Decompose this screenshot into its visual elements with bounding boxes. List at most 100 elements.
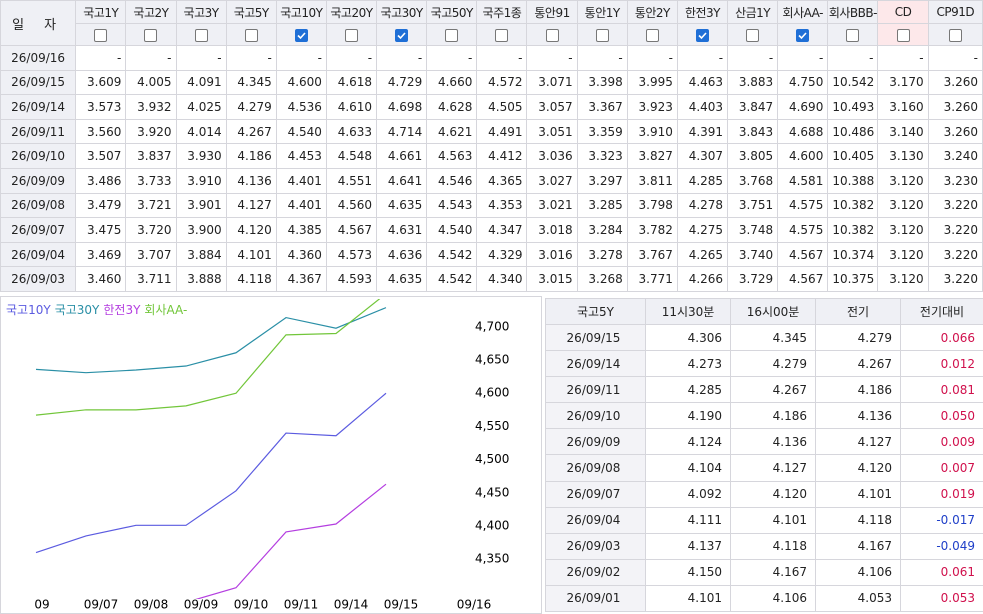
checkbox[interactable] [595, 28, 609, 42]
value-cell: 4.573 [325, 241, 378, 268]
value-cell: 3.120 [877, 192, 929, 219]
checkbox[interactable] [294, 28, 308, 42]
checkbox[interactable] [545, 28, 559, 42]
column-header: 통안2Y [626, 0, 678, 24]
value-cell: 3.036 [526, 143, 578, 169]
value-cell: 4.345 [225, 69, 277, 96]
value-cell: 4.401 [275, 167, 327, 194]
value-cell: 4.091 [175, 69, 227, 96]
data-row: 26/09/15 3.609 4.005 4.091 4.345 4.600 4.618 4.… [0, 69, 983, 96]
x-tick-label: 09/07 [84, 598, 119, 612]
series-line [195, 483, 387, 599]
value-cell: 4.567 [325, 217, 378, 243]
checkbox[interactable] [796, 28, 810, 42]
data-row: 26/09/10 4.190 4.186 4.136 0.050 [545, 402, 983, 430]
y-tick-label: 4,350 [475, 552, 509, 566]
value-cell: 3.748 [727, 217, 779, 243]
data-row: 26/09/09 4.124 4.136 4.127 0.009 [545, 428, 983, 456]
date-cell: 26/09/01 [545, 584, 646, 613]
value-cell: 3.782 [626, 217, 678, 243]
value-cell: 3.901 [175, 192, 227, 219]
value-cell: - [75, 45, 127, 71]
value-cell: 4.600 [777, 143, 829, 169]
value-cell: 3.729 [727, 266, 779, 292]
value-cell: 4.540 [426, 217, 478, 243]
checkbox[interactable] [948, 28, 962, 42]
value-cell: 4.635 [376, 192, 428, 219]
value-cell: 4.275 [676, 217, 729, 243]
value-cell: - [877, 45, 929, 71]
x-tick-label: 09/16 [457, 598, 492, 612]
checkbox[interactable] [746, 28, 760, 42]
value-cell: 4.118 [730, 532, 816, 560]
value-cell: 4.118 [815, 506, 901, 534]
date-cell: 26/09/09 [0, 167, 77, 194]
value-cell: 4.635 [376, 266, 428, 292]
value-cell: 4.575 [777, 217, 829, 243]
data-row: 26/09/14 3.573 3.932 4.025 4.279 4.536 4.610 4.… [0, 94, 983, 120]
value-cell: 3.398 [576, 69, 628, 96]
value-cell: 0.061 [900, 558, 983, 586]
value-cell: 4.014 [175, 118, 227, 145]
value-cell: - [576, 45, 628, 71]
value-cell: 4.092 [645, 480, 731, 508]
x-tick-label: 09 [34, 598, 49, 612]
column-header: 11시30분 [645, 298, 731, 325]
checkbox[interactable] [395, 28, 409, 42]
y-tick-label: 4,400 [475, 518, 509, 532]
value-cell: 3.573 [75, 94, 127, 120]
column-header: 국고2Y [125, 0, 177, 24]
x-tick-label: 09/15 [384, 598, 419, 612]
checkbox[interactable] [896, 28, 910, 42]
value-cell: 0.050 [900, 402, 983, 430]
value-cell: 3.120 [877, 266, 929, 292]
checkbox-cell [325, 23, 378, 46]
value-cell: 0.012 [900, 350, 983, 378]
checkbox[interactable] [695, 28, 709, 42]
y-tick-label: 4,500 [475, 452, 509, 466]
value-cell: - [626, 45, 678, 71]
value-cell: 4.267 [815, 350, 901, 378]
value-cell: 3.720 [125, 217, 177, 243]
value-cell: 4.360 [275, 241, 327, 268]
value-cell: 4.025 [175, 94, 227, 120]
value-cell: 0.009 [900, 428, 983, 456]
value-cell: 4.463 [676, 69, 729, 96]
value-cell: - [526, 45, 578, 71]
value-cell: 4.636 [376, 241, 428, 268]
checkbox[interactable] [344, 28, 358, 42]
date-cell: 26/09/08 [545, 454, 646, 482]
y-tick-label: 4,650 [475, 353, 509, 367]
column-header: CP91D [927, 0, 983, 24]
checkbox-cell [75, 23, 127, 46]
date-cell: 26/09/03 [0, 266, 77, 292]
value-cell: - [426, 45, 478, 71]
checkbox-cell [225, 23, 277, 46]
value-cell: 4.101 [225, 241, 277, 268]
value-cell: 4.621 [426, 118, 478, 145]
checkbox-cell [275, 23, 327, 46]
checkbox[interactable] [144, 28, 158, 42]
value-cell: 10.382 [827, 192, 879, 219]
checkbox[interactable] [645, 28, 659, 42]
legend-entry: 회사AA- [144, 303, 187, 317]
value-cell: 3.805 [727, 143, 779, 169]
value-cell: 4.127 [815, 428, 901, 456]
value-cell: 4.661 [376, 143, 428, 169]
value-cell: 4.265 [676, 241, 729, 268]
checkbox[interactable] [94, 28, 108, 42]
checkbox[interactable] [244, 28, 258, 42]
header-row: 국고5Y 11시30분 16시00분 전기 전기대비 [545, 298, 983, 325]
value-cell: 4.186 [815, 376, 901, 404]
value-cell: 4.750 [777, 69, 829, 96]
value-cell: 4.567 [777, 266, 829, 292]
checkbox[interactable] [846, 28, 860, 42]
checkbox[interactable] [194, 28, 208, 42]
date-cell: 26/09/10 [545, 402, 646, 430]
checkbox[interactable] [445, 28, 459, 42]
value-cell: 10.388 [827, 167, 879, 194]
value-cell: 3.469 [75, 241, 127, 268]
checkbox[interactable] [495, 28, 509, 42]
value-cell: 4.385 [275, 217, 327, 243]
value-cell: 3.071 [526, 69, 578, 96]
